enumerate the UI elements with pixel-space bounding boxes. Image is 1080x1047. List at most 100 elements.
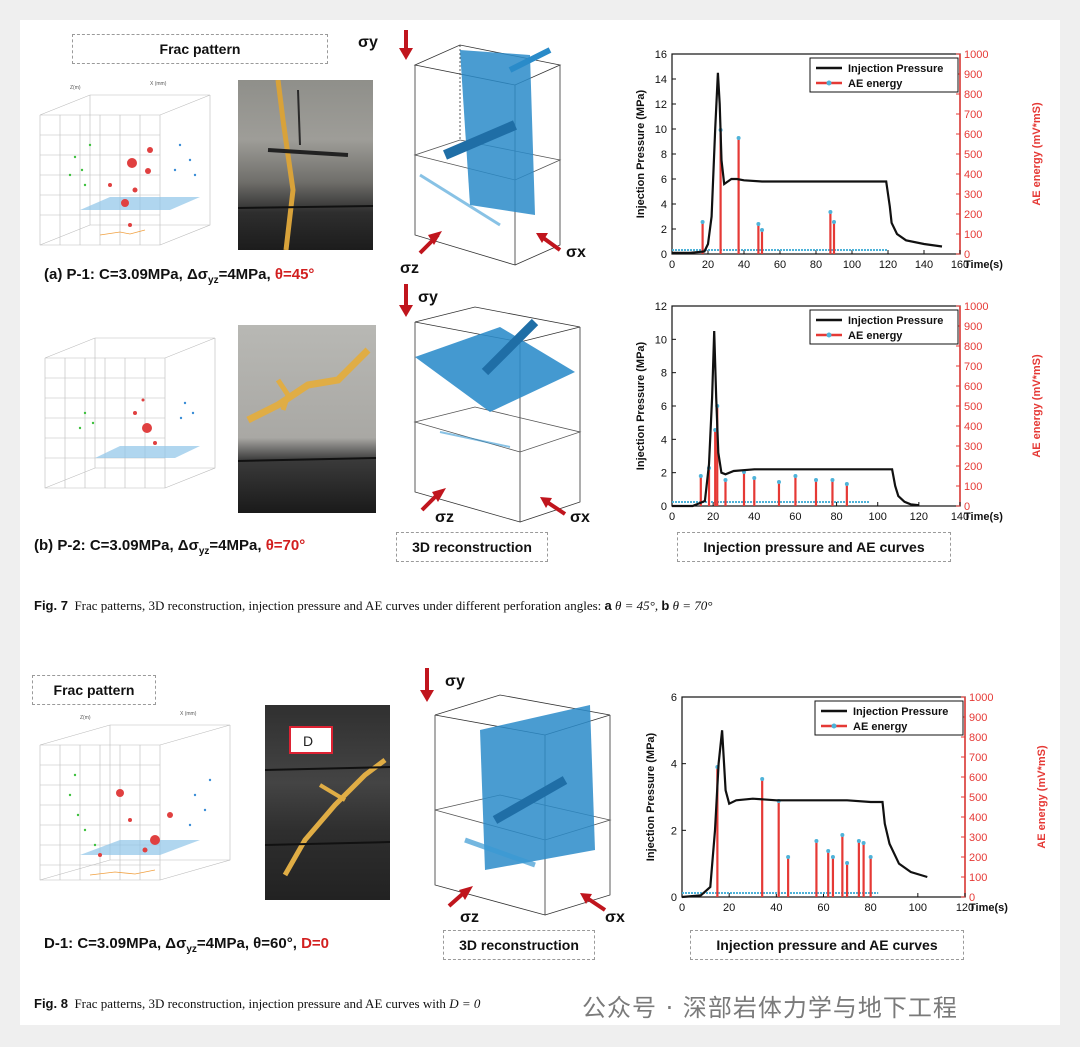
y2-axis-label: AE energy (mV*mS) xyxy=(1036,745,1048,849)
ae-point xyxy=(861,841,866,845)
y-tick-label: 4 xyxy=(671,759,677,771)
y-tick-label: 8 xyxy=(661,149,667,161)
pressure-line xyxy=(672,72,943,254)
pressure-line xyxy=(672,330,920,508)
ae-point xyxy=(786,855,791,859)
x-tick-label: 80 xyxy=(810,259,822,271)
x-tick-label: 140 xyxy=(951,511,969,523)
watermark: 公众号 · 深部岩体力学与地下工程 xyxy=(582,994,958,1022)
y2-tick-label: 300 xyxy=(964,189,982,201)
specimen-tag: D xyxy=(303,733,313,749)
ae-point xyxy=(868,855,873,859)
legend-ae-label: AE energy xyxy=(853,721,908,733)
ae-point xyxy=(830,855,835,859)
x-tick-label: 0 xyxy=(679,902,685,914)
y2-tick-label: 600 xyxy=(964,129,982,141)
frac-pattern-3d-scatter-fig8: Z(m) X (mm) xyxy=(39,711,231,881)
specimen-photo-a xyxy=(238,80,373,250)
ae-point xyxy=(844,482,849,486)
chart-legend: Injection Pressure AE energy xyxy=(814,700,964,736)
x-tick-label: 140 xyxy=(915,259,933,271)
y2-tick-label: 200 xyxy=(964,461,982,473)
x-tick-label: 60 xyxy=(789,511,801,523)
x-tick-label: 0 xyxy=(669,259,675,271)
y-tick-label: 2 xyxy=(661,468,667,480)
legend-ae-label: AE energy xyxy=(848,330,903,342)
y2-tick-label: 800 xyxy=(969,732,987,744)
sigma-y-label: σy xyxy=(445,673,465,690)
pressure-line xyxy=(681,730,928,899)
paper-page: Frac pattern Z(m) X (mm) σy xyxy=(20,20,1060,1025)
chart-legend: Injection Pressure AE energy xyxy=(809,309,959,345)
ae-point xyxy=(698,474,703,478)
y-tick-label: 12 xyxy=(655,99,667,111)
chart-fig7b: 0 20 40 60 80 100 120 1400246810120100200300400… xyxy=(635,301,1043,523)
y2-tick-label: 900 xyxy=(964,321,982,333)
specimen-photo-b xyxy=(238,325,376,513)
x-tick-label: 20 xyxy=(707,511,719,523)
y-tick-label: 0 xyxy=(661,501,667,513)
curves-label: Injection pressure and AE curves xyxy=(690,930,964,960)
frac-pattern-label: Frac pattern xyxy=(72,34,328,64)
recon-3d-fig8: σy σz σx xyxy=(420,668,625,925)
recon-3d-a: σy σz σx xyxy=(358,30,586,277)
x-tick-label: 100 xyxy=(909,902,927,914)
ae-point xyxy=(826,849,831,853)
y2-tick-label: 700 xyxy=(964,361,982,373)
legend-ae-marker xyxy=(826,80,832,86)
x-tick-label: 160 xyxy=(951,259,969,271)
recon-label: 3D reconstruction xyxy=(443,930,595,960)
y2-axis-label: AE energy (mV*mS) xyxy=(1031,102,1043,206)
ae-point xyxy=(840,833,845,837)
legend-box xyxy=(814,700,964,736)
sigma-y-label: σy xyxy=(418,289,438,306)
ae-point xyxy=(700,220,705,224)
y-tick-label: 14 xyxy=(655,74,667,86)
y2-tick-label: 1000 xyxy=(969,692,993,704)
ae-point xyxy=(814,478,818,482)
x-axis-label: Time(s) xyxy=(969,902,1008,914)
specimen-photo-fig8: D xyxy=(265,705,390,900)
y2-tick-label: 0 xyxy=(969,892,975,904)
y-tick-label: 6 xyxy=(661,401,667,413)
y-axis-label: Injection Pressure (MPa) xyxy=(645,732,657,861)
y-axis-label: Injection Pressure (MPa) xyxy=(635,341,647,470)
axis-label-x: X (mm) xyxy=(180,711,197,717)
frac-pattern-3d-scatter-a: Z(m) X (mm) xyxy=(39,81,211,246)
y2-tick-label: 300 xyxy=(969,832,987,844)
fig8-caption: Fig. 8 Frac patterns, 3D reconstruction,… xyxy=(34,996,481,1011)
legend-box xyxy=(809,57,959,93)
y2-tick-label: 700 xyxy=(964,109,982,121)
y-tick-label: 6 xyxy=(661,174,667,186)
x-tick-label: 20 xyxy=(702,259,714,271)
legend-ae-marker xyxy=(831,723,837,729)
y2-tick-label: 800 xyxy=(964,341,982,353)
y2-tick-label: 0 xyxy=(964,249,970,261)
y2-tick-label: 900 xyxy=(969,712,987,724)
y-tick-label: 4 xyxy=(661,434,667,446)
y2-tick-label: 200 xyxy=(969,852,987,864)
chart-fig8: 0 20 40 60 80 100 1200246010020030040050060070… xyxy=(645,692,1048,914)
ae-point xyxy=(793,474,798,478)
ae-point xyxy=(736,136,741,140)
ae-point xyxy=(760,228,764,232)
x-tick-label: 20 xyxy=(723,902,735,914)
axis-label-x: X (mm) xyxy=(150,81,167,87)
ae-point xyxy=(776,480,781,484)
x-tick-label: 80 xyxy=(830,511,842,523)
sigma-z-label: σz xyxy=(400,260,419,277)
ae-point xyxy=(830,478,835,482)
panel-b-caption: (b) P-2: C=3.09MPa, Δσyz=4MPa, θ=70° xyxy=(34,537,306,557)
x-tick-label: 40 xyxy=(738,259,750,271)
legend-pressure-label: Injection Pressure xyxy=(848,63,943,75)
y2-tick-label: 900 xyxy=(964,69,982,81)
y2-tick-label: 400 xyxy=(964,169,982,181)
y2-tick-label: 600 xyxy=(964,381,982,393)
y2-tick-label: 1000 xyxy=(964,301,988,313)
y-tick-label: 0 xyxy=(661,249,667,261)
legend-ae-marker xyxy=(826,332,832,338)
x-tick-label: 100 xyxy=(843,259,861,271)
sigma-x-label: σx xyxy=(605,909,625,925)
y-axis-label: Injection Pressure (MPa) xyxy=(635,89,647,218)
x-tick-label: 60 xyxy=(774,259,786,271)
